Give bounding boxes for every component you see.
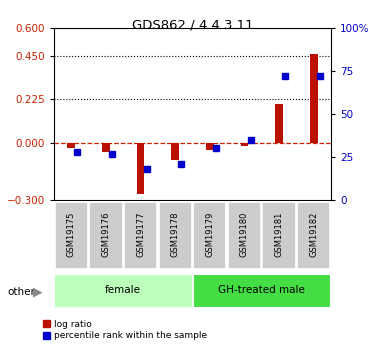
Text: GSM19178: GSM19178: [171, 211, 180, 257]
Bar: [241, 142, 248, 146]
Text: GH-treated male: GH-treated male: [218, 285, 305, 295]
Bar: [263, 201, 296, 269]
Legend: log ratio, percentile rank within the sample: log ratio, percentile rank within the sa…: [43, 320, 207, 341]
Text: female: female: [105, 285, 141, 295]
Bar: [137, 142, 144, 194]
Bar: [206, 142, 214, 150]
Bar: [55, 201, 88, 269]
Bar: [171, 142, 179, 160]
Bar: [89, 201, 122, 269]
Bar: [297, 201, 330, 269]
Text: ▶: ▶: [33, 285, 42, 298]
Text: GSM19175: GSM19175: [67, 211, 76, 257]
Bar: [124, 201, 157, 269]
Text: GDS862 / 4.4.3.11: GDS862 / 4.4.3.11: [132, 19, 253, 32]
Bar: [102, 142, 110, 152]
Bar: [193, 201, 226, 269]
Text: GSM19182: GSM19182: [309, 211, 318, 257]
Bar: [159, 201, 192, 269]
Text: GSM19176: GSM19176: [101, 211, 110, 257]
Bar: [54, 274, 192, 308]
Bar: [67, 142, 75, 148]
Text: other: other: [8, 287, 35, 296]
Text: GSM19179: GSM19179: [205, 211, 214, 257]
Bar: [310, 55, 318, 142]
Text: GSM19180: GSM19180: [240, 211, 249, 257]
Bar: [275, 104, 283, 142]
Text: GSM19177: GSM19177: [136, 211, 145, 257]
Text: GSM19181: GSM19181: [275, 211, 284, 257]
Bar: [192, 274, 331, 308]
Bar: [228, 201, 261, 269]
